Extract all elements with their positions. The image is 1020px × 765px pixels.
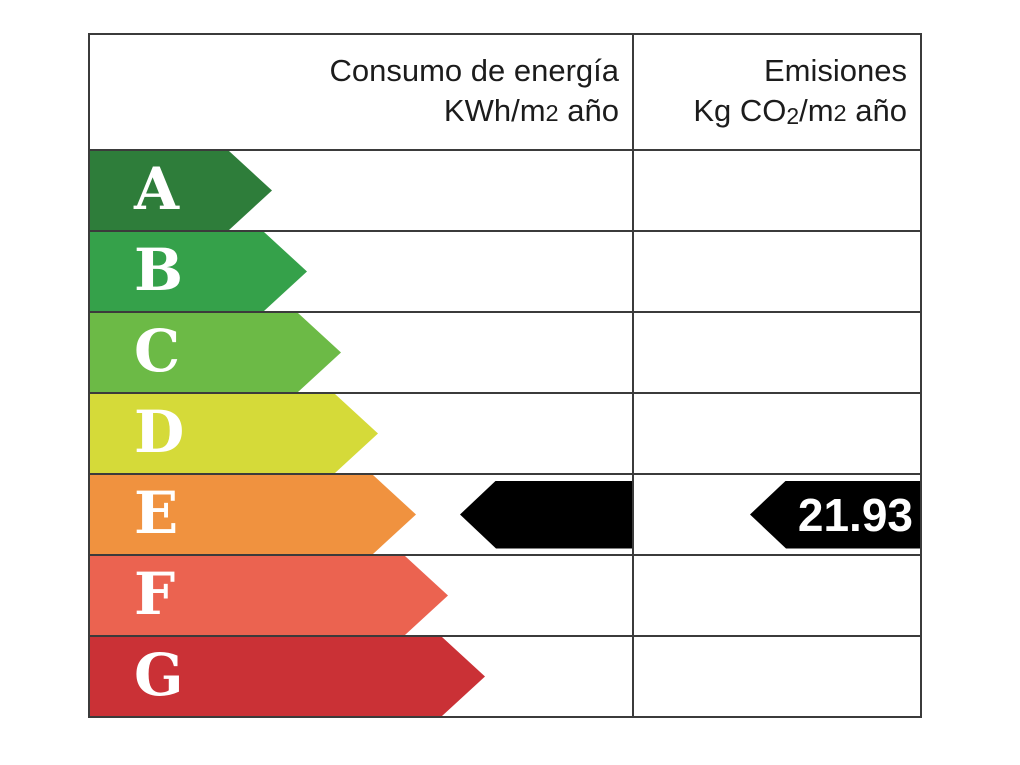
co2-subscript: 2	[786, 103, 800, 130]
squared-exponent: 2	[833, 100, 847, 126]
rating-row-e: E 21.93	[90, 475, 920, 556]
emissions-header-title: Emisiones	[764, 53, 907, 88]
rating-letter-a: A	[134, 154, 180, 223]
certificate-table: Consumo de energía KWh/m2 año Emisiones …	[88, 33, 922, 718]
emissions-value-text: 21.93	[797, 488, 913, 541]
rating-arrow-c: C	[90, 313, 341, 392]
rating-scale: A B C D E 21.93 F	[90, 151, 920, 716]
rating-row-f: F	[90, 556, 920, 637]
rating-arrow-a: A	[90, 151, 272, 230]
rating-row-a: A	[90, 151, 920, 232]
consumption-header-unit: KWh/m2 año	[443, 93, 619, 128]
rating-row-d: D	[90, 394, 920, 475]
rating-arrow-b: B	[90, 232, 307, 311]
column-divider	[632, 151, 634, 716]
rating-letter-e: E	[134, 478, 179, 547]
table-header: Consumo de energía KWh/m2 año Emisiones …	[90, 35, 920, 151]
consumption-value-arrow	[460, 480, 632, 549]
rating-row-c: C	[90, 313, 920, 394]
header-emissions: Emisiones Kg CO2/m2 año	[632, 35, 920, 149]
rating-letter-b: B	[134, 235, 184, 304]
rating-row-b: B	[90, 232, 920, 313]
consumption-header-title: Consumo de energía	[329, 53, 619, 88]
rating-arrow-f: F	[90, 556, 448, 635]
emissions-header-unit: Kg CO2/m2 año	[693, 93, 907, 130]
rating-letter-f: F	[134, 559, 176, 628]
rating-letter-g: G	[134, 640, 184, 709]
rating-arrow-d: D	[90, 394, 378, 473]
rating-letter-d: D	[134, 397, 185, 466]
rating-arrow-e: E	[90, 475, 416, 554]
rating-arrow-g: G	[90, 637, 485, 716]
rating-row-g: G	[90, 637, 920, 716]
squared-exponent: 2	[545, 100, 559, 126]
emissions-value-arrow: 21.93	[750, 480, 920, 549]
rating-letter-c: C	[134, 316, 181, 385]
header-consumption: Consumo de energía KWh/m2 año	[90, 35, 632, 149]
